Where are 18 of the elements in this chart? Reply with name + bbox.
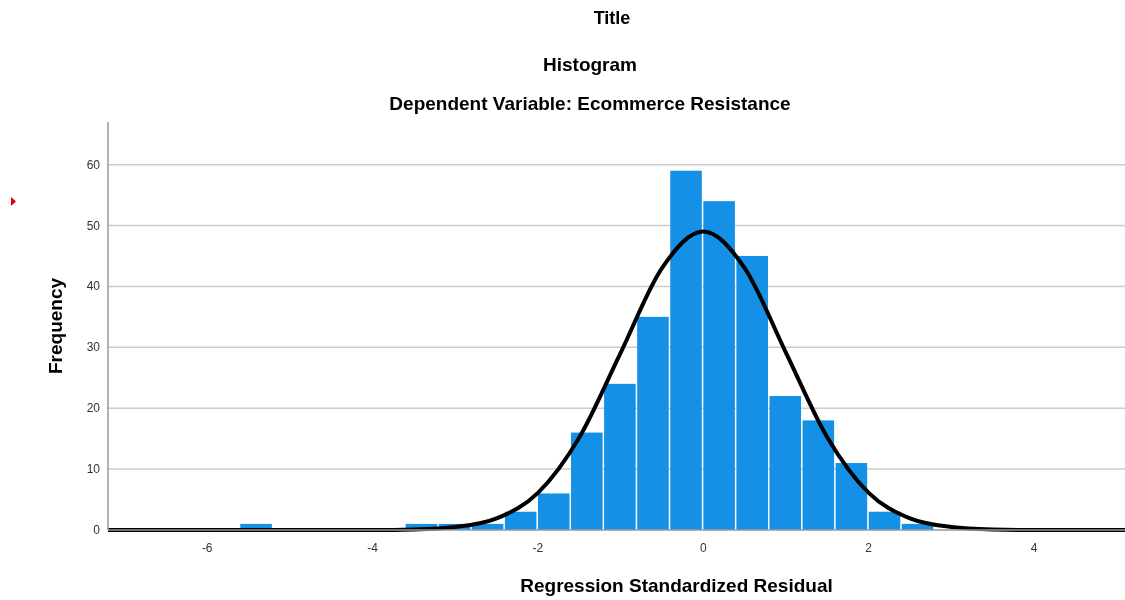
y-tick-label: 30 bbox=[86, 340, 101, 355]
chart-title: Histogram bbox=[543, 54, 637, 75]
x-axis-title: Regression Standardized Residual bbox=[520, 575, 833, 596]
x-tick-label: -6 bbox=[201, 541, 213, 555]
x-tick-label: 0 bbox=[699, 541, 707, 555]
y-tick-label: 20 bbox=[86, 401, 101, 416]
y-tick-label: 50 bbox=[86, 218, 101, 233]
x-tick-label: 4 bbox=[1030, 541, 1038, 555]
y-tick-label: 60 bbox=[86, 157, 101, 172]
x-tick-label: -2 bbox=[532, 541, 544, 555]
y-tick-label: 0 bbox=[93, 523, 101, 537]
y-axis-title: Frequency bbox=[45, 277, 66, 375]
y-tick-label: 10 bbox=[86, 462, 101, 477]
chart-subtitle: Dependent Variable: Ecommerce Resistance bbox=[389, 93, 791, 114]
text: Title bbox=[593, 8, 631, 28]
y-tick-label: 40 bbox=[86, 279, 101, 294]
x-tick-label: 2 bbox=[865, 541, 873, 555]
x-tick-label: -4 bbox=[367, 541, 379, 555]
